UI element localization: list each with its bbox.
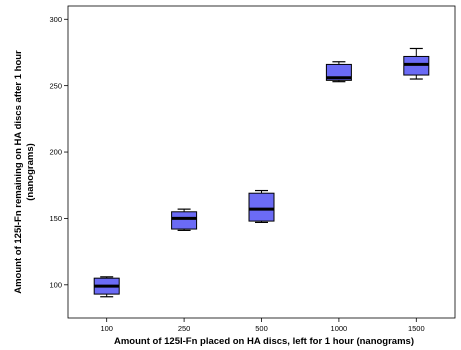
y-tick-label: 250 bbox=[49, 81, 62, 90]
y-axis-title: Amount of 125I-Fn remaining on HA discs … bbox=[13, 50, 36, 294]
y-axis-title-line2: (nanograms) bbox=[25, 143, 36, 201]
y-tick-label: 100 bbox=[49, 280, 62, 289]
box-1000 bbox=[325, 61, 352, 83]
x-tick-label: 500 bbox=[255, 324, 268, 333]
y-axis-title-line1: Amount of 125I-Fn remaining on HA discs … bbox=[13, 50, 24, 294]
y-axis: 100 150 200 250 300 bbox=[49, 15, 68, 289]
y-tick-label: 200 bbox=[49, 148, 62, 157]
x-axis-title: Amount of 125I-Fn placed on HA discs, le… bbox=[114, 336, 414, 347]
y-tick-label: 150 bbox=[49, 214, 62, 223]
plot-frame bbox=[67, 5, 456, 319]
x-tick-label: 1500 bbox=[408, 324, 425, 333]
x-tick-label: 1000 bbox=[331, 324, 348, 333]
plot-border bbox=[67, 5, 456, 319]
x-axis: 100 250 500 1000 1500 bbox=[100, 318, 425, 333]
y-tick-label: 300 bbox=[49, 15, 62, 24]
box-iqr bbox=[171, 211, 198, 230]
box-500 bbox=[248, 189, 275, 224]
x-tick-label: 250 bbox=[178, 324, 191, 333]
box-250 bbox=[171, 208, 198, 231]
boxes bbox=[93, 47, 430, 298]
x-tick-label: 100 bbox=[100, 324, 113, 333]
box-100 bbox=[93, 276, 120, 298]
box-iqr bbox=[248, 192, 275, 222]
box-1500 bbox=[403, 47, 430, 80]
